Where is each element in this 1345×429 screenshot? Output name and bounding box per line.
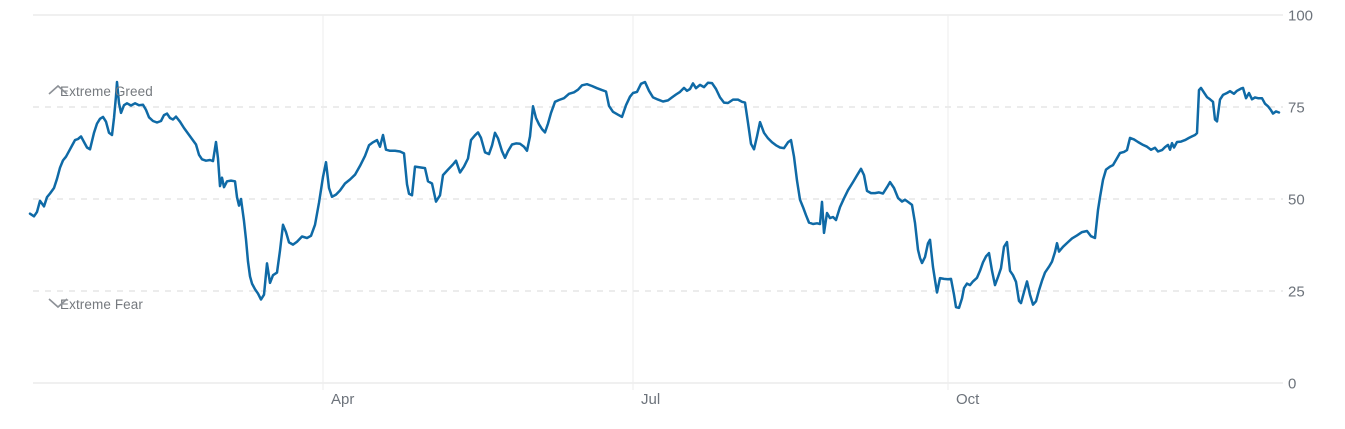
y-tick-label-25: 25 bbox=[1288, 284, 1305, 301]
fear-greed-index-line[interactable] bbox=[28, 80, 1281, 310]
x-tick-label-oct: Oct bbox=[956, 391, 980, 408]
extreme-fear-annotation: Extreme Fear bbox=[48, 297, 143, 312]
extreme-greed-annotation: Extreme Greed bbox=[48, 84, 153, 99]
x-tick-label-jul: Jul bbox=[641, 391, 660, 408]
extreme-greed-label: Extreme Greed bbox=[60, 84, 153, 99]
y-tick-label-75: 75 bbox=[1288, 100, 1305, 117]
extreme-fear-label: Extreme Fear bbox=[60, 297, 143, 312]
x-tick-label-apr: Apr bbox=[331, 391, 354, 408]
y-tick-label-50: 50 bbox=[1288, 192, 1305, 209]
y-tick-label-100: 100 bbox=[1288, 8, 1313, 25]
y-tick-label-0: 0 bbox=[1288, 376, 1296, 393]
